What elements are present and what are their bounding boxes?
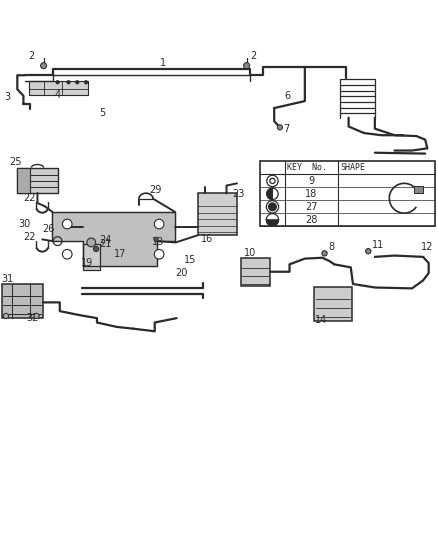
Bar <box>17 167 57 193</box>
Text: 7: 7 <box>283 124 289 134</box>
Circle shape <box>153 237 158 241</box>
Circle shape <box>154 219 163 229</box>
Circle shape <box>321 251 326 256</box>
Text: 29: 29 <box>149 185 162 195</box>
Text: 22: 22 <box>23 232 36 242</box>
Circle shape <box>56 80 59 84</box>
Text: 17: 17 <box>113 249 126 259</box>
Circle shape <box>84 80 88 84</box>
Circle shape <box>93 246 99 252</box>
Text: 23: 23 <box>232 189 244 199</box>
Circle shape <box>268 203 276 211</box>
Text: 14: 14 <box>314 316 326 325</box>
Text: 4: 4 <box>54 90 60 100</box>
Circle shape <box>266 214 278 226</box>
Circle shape <box>243 62 249 69</box>
Text: 2: 2 <box>250 51 256 61</box>
Bar <box>413 186 423 193</box>
Text: 25: 25 <box>10 157 22 167</box>
Text: KEY  No.: KEY No. <box>286 164 326 173</box>
Text: 15: 15 <box>183 255 195 265</box>
Text: 3: 3 <box>4 92 11 102</box>
Text: 8: 8 <box>327 242 333 252</box>
Bar <box>259 161 434 226</box>
Bar <box>313 287 351 321</box>
Text: 28: 28 <box>304 215 317 225</box>
Text: 21: 21 <box>99 239 112 249</box>
Circle shape <box>67 80 70 84</box>
Circle shape <box>34 313 39 319</box>
Text: 1: 1 <box>159 58 165 68</box>
Circle shape <box>62 249 72 259</box>
Circle shape <box>87 238 95 247</box>
Text: 18: 18 <box>304 189 317 199</box>
Text: SHAPE: SHAPE <box>339 164 364 173</box>
Circle shape <box>62 219 72 229</box>
Circle shape <box>266 201 278 213</box>
Wedge shape <box>266 188 272 199</box>
Text: 11: 11 <box>371 240 383 249</box>
Bar <box>83 244 99 270</box>
Bar <box>29 80 88 94</box>
Text: 20: 20 <box>175 268 188 278</box>
Text: 22: 22 <box>23 193 36 203</box>
Circle shape <box>40 62 46 69</box>
Circle shape <box>75 80 79 84</box>
Text: 30: 30 <box>18 219 30 229</box>
Text: 12: 12 <box>420 242 432 252</box>
Circle shape <box>277 125 282 130</box>
Text: 16: 16 <box>201 235 213 245</box>
Text: 26: 26 <box>42 224 54 235</box>
Circle shape <box>266 188 278 199</box>
Bar <box>198 193 237 235</box>
Bar <box>2 284 43 318</box>
Text: 2: 2 <box>28 51 34 61</box>
Text: 13: 13 <box>151 238 163 247</box>
Bar <box>17 167 29 193</box>
Polygon shape <box>52 212 174 265</box>
Text: 5: 5 <box>99 108 105 117</box>
Text: 27: 27 <box>304 202 317 212</box>
Text: 19: 19 <box>81 259 93 269</box>
Bar <box>240 258 270 286</box>
Text: 32: 32 <box>26 313 39 323</box>
Text: 10: 10 <box>243 247 255 257</box>
Circle shape <box>154 249 163 259</box>
Wedge shape <box>266 220 278 226</box>
Text: 6: 6 <box>284 91 290 101</box>
Text: 31: 31 <box>2 274 14 284</box>
Text: 9: 9 <box>307 176 314 186</box>
Text: 24: 24 <box>99 235 112 245</box>
Circle shape <box>4 313 9 319</box>
Circle shape <box>365 248 370 254</box>
